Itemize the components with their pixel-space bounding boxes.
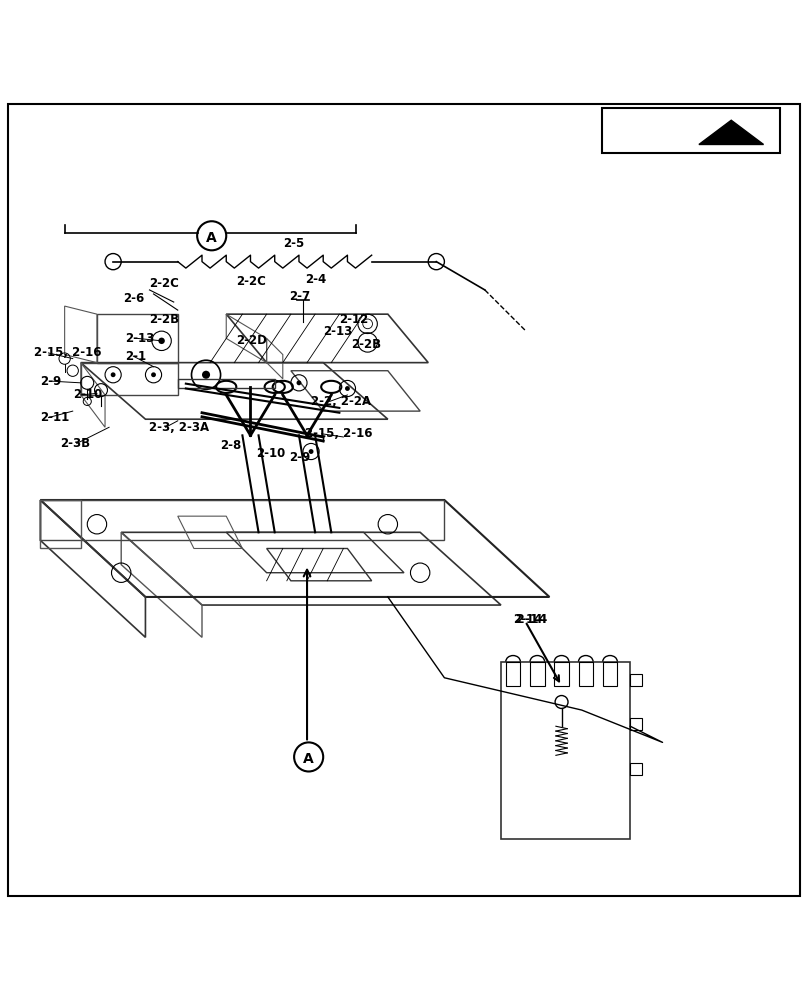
Bar xyxy=(630,674,642,686)
Text: 2-9: 2-9 xyxy=(289,451,310,464)
Text: 2-9: 2-9 xyxy=(40,375,61,388)
Circle shape xyxy=(345,386,350,391)
Text: 2-2C: 2-2C xyxy=(236,275,266,288)
Text: 2-15, 2-16: 2-15, 2-16 xyxy=(305,427,373,440)
Bar xyxy=(530,662,545,686)
Text: 2-2B: 2-2B xyxy=(149,313,179,326)
Text: 2-12: 2-12 xyxy=(339,313,368,326)
Text: 2-10: 2-10 xyxy=(256,447,285,460)
Circle shape xyxy=(202,371,210,379)
Circle shape xyxy=(297,380,301,385)
Bar xyxy=(506,662,520,686)
Bar xyxy=(603,662,617,686)
Text: 2-3B: 2-3B xyxy=(61,437,90,450)
Bar xyxy=(579,662,593,686)
Circle shape xyxy=(151,372,156,377)
Text: 2-15, 2-16: 2-15, 2-16 xyxy=(34,346,102,359)
Text: 2-7: 2-7 xyxy=(289,290,310,303)
Polygon shape xyxy=(699,120,764,144)
Text: 2-13: 2-13 xyxy=(125,332,154,345)
Text: 2-11: 2-11 xyxy=(40,411,69,424)
Text: 2-2D: 2-2D xyxy=(236,334,267,347)
Text: 2-8: 2-8 xyxy=(220,439,241,452)
Text: 2-2C: 2-2C xyxy=(149,277,179,290)
Text: 2-3, 2-3A: 2-3, 2-3A xyxy=(149,421,209,434)
Circle shape xyxy=(158,338,165,344)
Bar xyxy=(178,379,275,388)
Text: 2-14: 2-14 xyxy=(516,613,547,626)
Text: 2-13: 2-13 xyxy=(323,325,352,338)
Text: 2-14: 2-14 xyxy=(513,613,542,626)
Bar xyxy=(630,763,642,775)
Bar xyxy=(554,662,569,686)
Text: A: A xyxy=(303,752,314,766)
Text: 2-10: 2-10 xyxy=(73,388,102,401)
Text: A: A xyxy=(206,231,217,245)
Bar xyxy=(602,108,780,153)
Text: 2-6: 2-6 xyxy=(123,292,144,304)
Text: 2-2, 2-2A: 2-2, 2-2A xyxy=(311,395,371,408)
Text: 2-1: 2-1 xyxy=(125,350,146,363)
Text: 2-5: 2-5 xyxy=(283,237,304,250)
Circle shape xyxy=(111,372,116,377)
Text: 2-4: 2-4 xyxy=(305,273,326,286)
Bar xyxy=(630,718,642,730)
Text: 2-2B: 2-2B xyxy=(351,338,381,351)
Circle shape xyxy=(309,449,314,454)
